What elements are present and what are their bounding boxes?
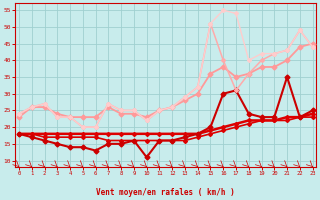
X-axis label: Vent moyen/en rafales ( km/h ): Vent moyen/en rafales ( km/h ) — [96, 188, 235, 197]
